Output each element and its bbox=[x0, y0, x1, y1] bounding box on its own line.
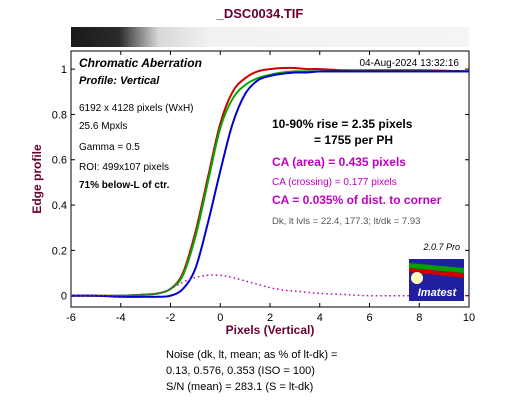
x-tick-label: 0 bbox=[217, 312, 223, 324]
y-tick-label: 1 bbox=[61, 64, 67, 76]
rise-line-1: 10-90% rise = 2.35 pixels bbox=[272, 117, 413, 131]
y-axis-label: Edge profile bbox=[30, 144, 44, 214]
ca-distance: CA = 0.035% of dist. to corner bbox=[272, 193, 442, 207]
y-tick-label: 0 bbox=[61, 291, 67, 303]
logo-text: Imatest bbox=[418, 287, 458, 299]
plot-frame bbox=[70, 50, 470, 308]
file-title: _DSC0034.TIF bbox=[216, 6, 304, 21]
info-datetime: 04-Aug-2024 13:32:16 bbox=[359, 58, 459, 69]
info-size: 6192 x 4128 pixels (WxH) bbox=[79, 103, 194, 114]
blue-edge-line bbox=[70, 70, 469, 298]
noise-line-1: Noise (dk, lt, mean; as % of lt-dk) = bbox=[166, 349, 337, 361]
x-tick-label: 8 bbox=[416, 312, 422, 324]
noise-line-2: 0.13, 0.576, 0.353 (ISO = 100) bbox=[166, 365, 315, 377]
info-roi: ROI: 499x107 pixels bbox=[79, 162, 169, 173]
x-tick-label: -6 bbox=[66, 312, 76, 324]
imatest-logo: Imatest bbox=[409, 259, 464, 301]
y-tick-label: 0.8 bbox=[52, 109, 67, 121]
ca-area: CA (area) = 0.435 pixels bbox=[272, 155, 406, 169]
y-tick-label: 0.4 bbox=[52, 200, 67, 212]
y-tick-label: 0.6 bbox=[52, 155, 67, 167]
x-tick-label: -2 bbox=[166, 312, 176, 324]
rise-line-2: = 1755 per PH bbox=[314, 133, 393, 147]
sn-line: S/N (mean) = 283.1 (S = lt-dk) bbox=[166, 381, 313, 393]
x-tick-label: 10 bbox=[463, 312, 475, 324]
info-mpxls: 25.6 Mpxls bbox=[79, 121, 127, 132]
version-text: 2.0.7 Pro bbox=[422, 242, 460, 252]
x-tick-label: 2 bbox=[267, 312, 273, 324]
info-title: Chromatic Aberration bbox=[79, 56, 202, 70]
x-tick-label: 4 bbox=[317, 312, 323, 324]
info-gamma: Gamma = 0.5 bbox=[79, 142, 140, 153]
edge-strip bbox=[71, 27, 469, 47]
magenta-edge-line bbox=[71, 274, 469, 297]
levels-text: Dk, lt lvls = 22.4, 177.3; lt/dk = 7.93 bbox=[272, 216, 420, 227]
x-tick-label: -4 bbox=[116, 312, 126, 324]
y-tick-label: 0.2 bbox=[52, 245, 67, 257]
ca-crossing: CA (crossing) = 0.177 pixels bbox=[272, 177, 397, 188]
series-lines bbox=[70, 66, 470, 298]
info-below: 71% below-L of ctr. bbox=[79, 180, 170, 191]
x-tick-label: 6 bbox=[366, 312, 372, 324]
info-profile: Profile: Vertical bbox=[79, 75, 160, 87]
x-axis-label: Pixels (Vertical) bbox=[226, 323, 315, 337]
axis-ticks: -6 -4 -2 0 2 4 6 8 10 0 0.2 0.4 0.6 0.8 1 bbox=[52, 51, 475, 324]
